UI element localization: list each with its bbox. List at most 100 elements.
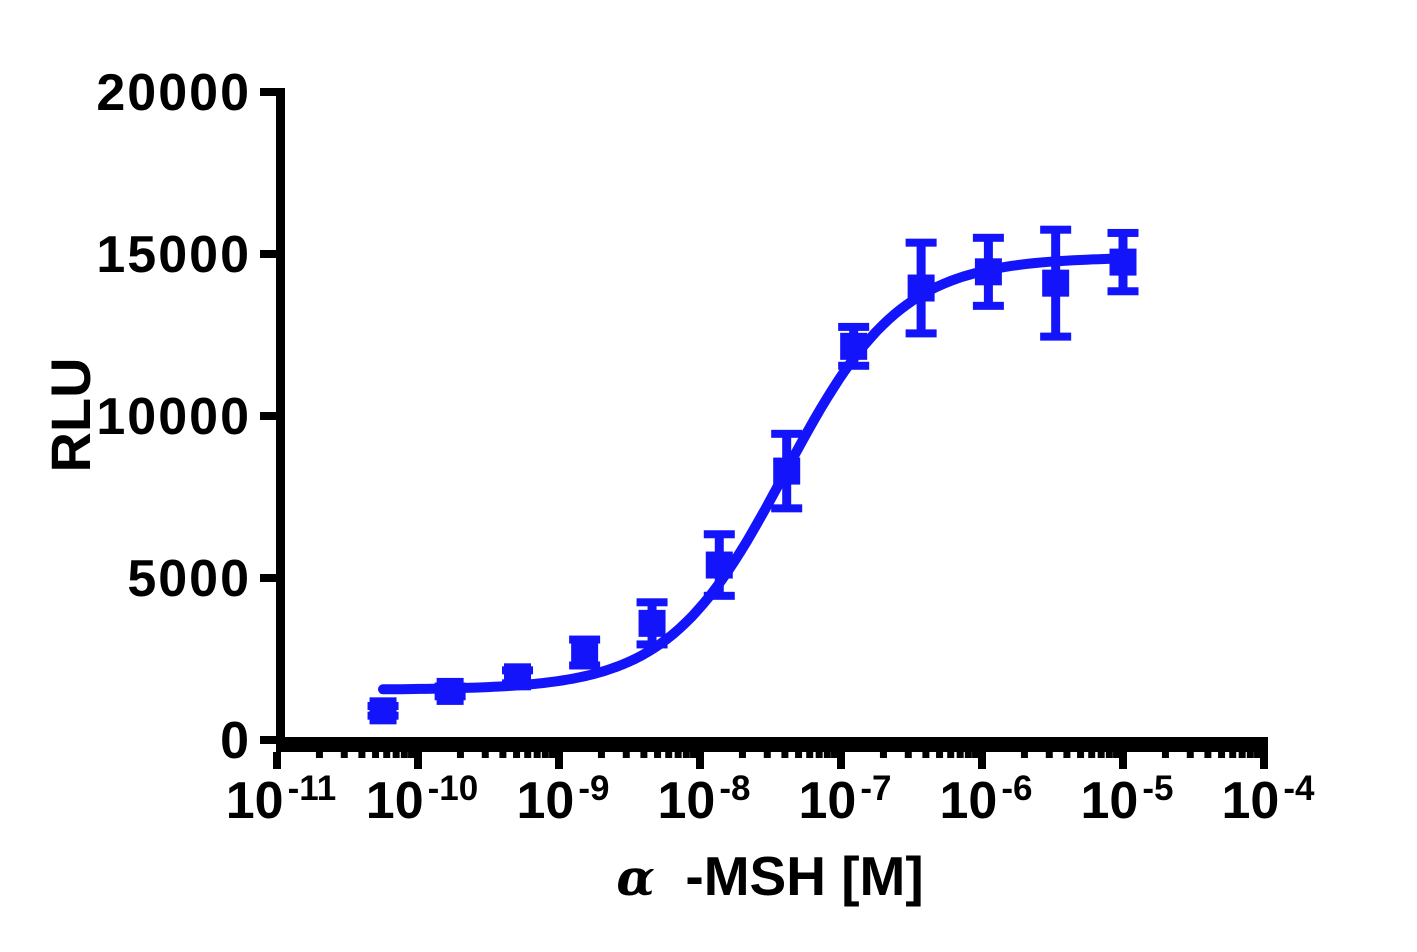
x-tick-base: 10 [517,772,575,830]
x-tick-exponent: -11 [288,769,337,808]
x-minor-tick [682,752,690,758]
x-minor-tick [936,752,944,758]
x-minor-tick [763,752,771,758]
x-minor-tick [947,752,955,758]
x-minor-tick [392,752,400,758]
data-point-marker [436,677,464,705]
x-minor-tick [904,752,912,758]
y-tick-label: 10000 [96,388,251,446]
x-minor-tick [315,752,323,758]
x-tick-base: 10 [366,772,424,830]
data-point-marker [369,697,397,725]
x-minor-tick [823,752,831,758]
x-minor-tick [1097,752,1105,758]
x-minor-tick [640,752,648,758]
data-point-marker [705,551,733,579]
x-tick-exponent: -4 [1283,769,1315,808]
x-major-tick [555,752,563,769]
x-minor-tick [1088,752,1096,758]
x-tick-label: 10 -9 [517,769,610,830]
fit-curve [378,253,1128,695]
x-minor-tick [831,752,839,758]
error-bar-cap-top [972,233,1004,242]
data-point-marker [638,609,666,637]
data-markers [369,248,1137,725]
x-tick-label: 10 -5 [1081,769,1174,830]
y-major-tick [260,88,276,96]
x-minor-tick [879,752,887,758]
x-minor-tick [815,752,823,758]
x-minor-tick [964,752,972,758]
x-minor-tick [533,752,541,758]
x-axis-title-alpha: α [616,848,654,907]
y-axis-title: RLU [39,357,102,472]
x-minor-tick [1186,752,1194,758]
x-minor-tick [513,752,521,758]
data-point-marker [1109,248,1137,276]
x-tick-base: 10 [658,772,716,830]
x-minor-tick [972,752,980,758]
y-tick-labels: 0 5000 10000 15000 20000 [96,64,251,770]
x-tick-base: 10 [1081,772,1139,830]
error-bar-cap-bottom [703,591,735,600]
x-minor-tick [1045,752,1053,758]
y-tick-label: 20000 [96,64,251,122]
x-tick-label: 10 -10 [366,769,478,830]
error-bar-cap-bottom [1040,332,1072,341]
x-tick-exponent: -6 [1001,769,1032,808]
x-minor-tick [1020,752,1028,758]
x-minor-tick [1105,752,1113,758]
data-point-marker [840,332,868,360]
x-axis-title-rest: -MSH [M] [670,845,924,907]
x-tick-label: 10 -8 [658,769,751,830]
x-tick-base: 10 [1222,772,1280,830]
x-tick-label: 10 -4 [1222,769,1315,830]
x-tick-labels: 10 -11 10 -10 10 -9 10 -8 10 -7 10 -6 10 -5 10 -4 [226,769,1315,830]
x-axis [273,737,1268,769]
x-minor-tick [674,752,682,758]
x-tick-base: 10 [799,772,857,830]
y-major-tick [260,412,276,420]
error-bar-cap-top [1040,225,1072,234]
x-minor-tick [597,752,605,758]
x-major-tick [696,752,704,769]
x-minor-tick [690,752,698,758]
error-bar-cap-bottom [771,504,803,513]
x-minor-tick [1204,752,1212,758]
error-bar-cap-top [636,598,668,607]
x-minor-tick [383,752,391,758]
error-bar-cap-top [838,322,870,331]
x-tick-label: 10 -7 [799,769,892,830]
data-point-marker [504,663,532,691]
y-tick-label: 5000 [127,550,251,608]
x-minor-tick [922,752,930,758]
x-minor-tick [372,752,380,758]
y-tick-label: 15000 [96,226,251,284]
x-minor-tick [481,752,489,758]
x-minor-tick [806,752,814,758]
x-tick-exponent: -9 [578,769,609,808]
x-axis-bar [276,737,1268,752]
y-tick-label: 0 [220,712,251,770]
x-minor-tick [622,752,630,758]
x-tick-exponent: -7 [860,769,891,808]
x-tick-base: 10 [226,772,284,830]
x-tick-base: 10 [940,772,998,830]
x-minor-tick [549,752,557,758]
x-minor-tick [795,752,803,758]
y-axis [260,88,285,752]
data-point-marker [773,457,801,485]
x-minor-tick [400,752,408,758]
data-point-marker [1042,269,1070,297]
x-tick-exponent: -10 [428,769,479,808]
fit-curve-line [378,253,1128,695]
x-minor-tick [665,752,673,758]
x-minor-tick [1063,752,1071,758]
data-point-marker [907,274,935,302]
x-minor-tick [781,752,789,758]
x-minor-tick [340,752,348,758]
data-point-marker [974,258,1002,286]
x-major-tick [978,752,986,769]
